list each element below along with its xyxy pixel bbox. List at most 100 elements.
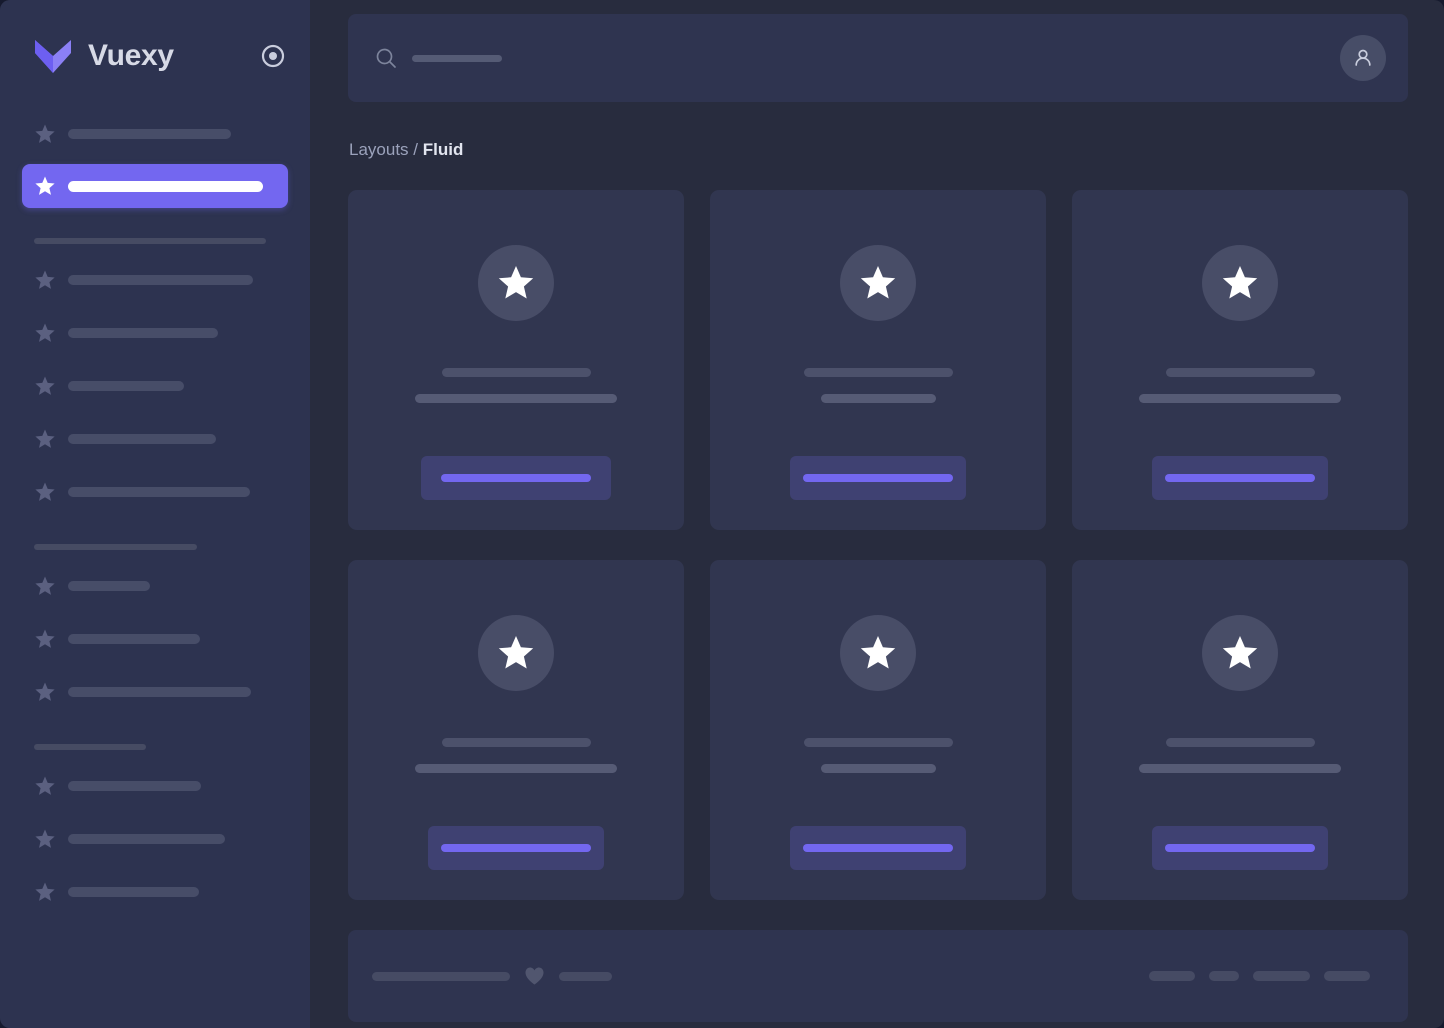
card-button-label-5 xyxy=(1165,844,1315,852)
brand-header: Vuexy xyxy=(0,0,310,112)
star-icon xyxy=(34,428,56,450)
card-button-2[interactable] xyxy=(1152,456,1328,500)
card-button-label-2 xyxy=(1165,474,1315,482)
sidebar-item-g0-3[interactable] xyxy=(22,417,288,461)
sidebar-item-g1-1[interactable] xyxy=(22,617,288,661)
star-icon xyxy=(34,269,56,291)
card-avatar-5 xyxy=(1202,615,1278,691)
card-line-secondary-3 xyxy=(415,764,617,773)
sidebar-item-label-g0-3 xyxy=(68,434,216,444)
card-4 xyxy=(710,560,1046,900)
card-button-label-4 xyxy=(803,844,953,852)
sidebar-item-label-g0-0 xyxy=(68,275,253,285)
sidebar-item-label-g0-2 xyxy=(68,381,184,391)
avatar[interactable] xyxy=(1340,35,1386,81)
card-line-secondary-5 xyxy=(1139,764,1341,773)
footer-link-1[interactable] xyxy=(1209,971,1239,981)
star-icon xyxy=(858,263,898,303)
star-icon xyxy=(1220,263,1260,303)
search-input[interactable] xyxy=(412,54,502,62)
card-avatar-4 xyxy=(840,615,916,691)
star-icon xyxy=(34,123,56,145)
star-icon xyxy=(34,775,56,797)
footer-text-right xyxy=(559,971,612,981)
sidebar-section-divider-2 xyxy=(34,744,146,750)
sidebar-item-label-g0-1 xyxy=(68,328,218,338)
sidebar-group-1 xyxy=(0,564,310,714)
vuexy-logo-icon xyxy=(32,36,74,76)
card-grid-row-2 xyxy=(348,560,1408,900)
card-line-primary-2 xyxy=(1165,368,1315,377)
card-1 xyxy=(710,190,1046,530)
card-2 xyxy=(1072,190,1408,530)
footer-link-3[interactable] xyxy=(1324,971,1370,981)
footer-text-left xyxy=(372,971,510,981)
star-icon xyxy=(34,575,56,597)
card-avatar-2 xyxy=(1202,245,1278,321)
sidebar-item-g2-1[interactable] xyxy=(22,817,288,861)
footer-copyright xyxy=(372,966,612,986)
sidebar-item-g0-1[interactable] xyxy=(22,311,288,355)
card-button-4[interactable] xyxy=(790,826,966,870)
star-icon xyxy=(34,375,56,397)
sidebar-item-g0-0[interactable] xyxy=(22,258,288,302)
sidebar-item-g1-0[interactable] xyxy=(22,564,288,608)
sidebar-item-0[interactable] xyxy=(22,112,288,156)
card-button-3[interactable] xyxy=(428,826,604,870)
star-icon xyxy=(34,828,56,850)
sidebar-item-g1-2[interactable] xyxy=(22,670,288,714)
star-icon xyxy=(34,628,56,650)
sidebar-item-g0-4[interactable] xyxy=(22,470,288,514)
breadcrumb: Layouts / Fluid xyxy=(348,140,1408,160)
sidebar-group-0 xyxy=(0,258,310,514)
sidebar-item-label-g2-0 xyxy=(68,781,201,791)
sidebar-item-1-active[interactable] xyxy=(22,164,288,208)
sidebar-group-2 xyxy=(0,764,310,914)
footer-links xyxy=(1149,971,1370,981)
card-line-primary-3 xyxy=(441,738,591,747)
heart-icon xyxy=(524,966,545,986)
sidebar-item-g2-0[interactable] xyxy=(22,764,288,808)
card-line-primary-0 xyxy=(441,368,591,377)
sidebar: Vuexy xyxy=(0,0,310,1028)
sidebar-nav-primary xyxy=(0,112,310,208)
card-button-label-1 xyxy=(803,474,953,482)
sidebar-item-label-0 xyxy=(68,129,231,139)
sidebar-item-label-g1-2 xyxy=(68,687,251,697)
card-avatar-3 xyxy=(478,615,554,691)
breadcrumb-parent[interactable]: Layouts xyxy=(349,140,409,159)
sidebar-item-label-1 xyxy=(68,180,263,192)
sidebar-item-label-g1-0 xyxy=(68,581,150,591)
footer-link-2[interactable] xyxy=(1253,971,1310,981)
circle-dot-icon[interactable] xyxy=(260,43,286,69)
card-0 xyxy=(348,190,684,530)
card-button-0[interactable] xyxy=(421,456,611,500)
topbar xyxy=(348,14,1408,102)
card-line-secondary-4 xyxy=(820,764,936,773)
card-line-primary-5 xyxy=(1165,738,1315,747)
footer-link-0[interactable] xyxy=(1149,971,1195,981)
star-icon xyxy=(34,322,56,344)
breadcrumb-current: Fluid xyxy=(422,140,464,159)
star-icon xyxy=(496,263,536,303)
sidebar-item-label-g2-2 xyxy=(68,887,199,897)
card-button-5[interactable] xyxy=(1152,826,1328,870)
sidebar-item-g2-2[interactable] xyxy=(22,870,288,914)
star-icon xyxy=(34,881,56,903)
breadcrumb-separator: / xyxy=(413,140,419,159)
star-icon xyxy=(1220,633,1260,673)
star-icon xyxy=(858,633,898,673)
main-content: Layouts / Fluid xyxy=(310,0,1444,1028)
card-button-1[interactable] xyxy=(790,456,966,500)
sidebar-item-g0-2[interactable] xyxy=(22,364,288,408)
card-button-label-0 xyxy=(441,474,591,482)
card-line-primary-1 xyxy=(803,368,953,377)
search-icon[interactable] xyxy=(374,46,398,70)
sidebar-section-divider-1 xyxy=(34,544,197,550)
brand-name: Vuexy xyxy=(88,39,174,72)
sidebar-section-divider-0 xyxy=(34,238,266,244)
card-line-secondary-0 xyxy=(415,394,617,403)
footer xyxy=(348,930,1408,1022)
card-grid-row-1 xyxy=(348,190,1408,530)
